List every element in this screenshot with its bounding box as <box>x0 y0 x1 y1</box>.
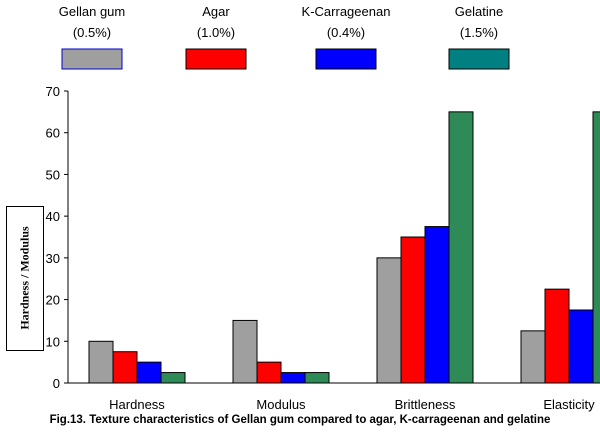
x-tick-label: Hardness <box>109 397 165 412</box>
bar-gellan-gum-hardness <box>88 340 114 384</box>
bar-k-carrageenan-elasticity <box>568 309 594 384</box>
legend-label: Agar <box>202 4 230 19</box>
bar-gellan-gum-brittleness <box>376 257 402 384</box>
legend-label: Gelatine <box>455 4 503 19</box>
y-axis-label: Hardness / Modulus <box>17 226 32 330</box>
bar-agar-modulus <box>256 361 282 384</box>
bar-k-carrageenan-modulus <box>280 372 306 384</box>
bar-gellan-gum-modulus <box>232 319 258 384</box>
bar-gelatine-hardness <box>160 372 186 384</box>
legend: Gellan gum (0.5%) Agar (1.0%) K-Carrageenan (… <box>59 4 510 70</box>
y-tick-label: 10 <box>46 334 60 349</box>
x-tick-label: Modulus <box>256 397 306 412</box>
bar-agar-hardness <box>112 351 138 384</box>
y-tick-label: 20 <box>46 293 60 308</box>
bar-agar-brittleness <box>400 236 426 384</box>
legend-swatch-k-carrageenan <box>315 48 377 70</box>
bar-gellan-gum-elasticity <box>520 330 546 384</box>
legend-swatch-gelatine <box>448 48 510 70</box>
y-axis-label-box: Hardness / Modulus <box>6 206 44 351</box>
x-axis: Hardness Modulus Brittleness Elasticity <box>68 382 595 412</box>
bar-gelatine-elasticity <box>592 111 600 384</box>
y-axis: 0 10 20 30 40 50 60 70 <box>46 84 69 391</box>
legend-swatch-gellan-gum <box>61 48 123 70</box>
bar-gelatine-brittleness <box>448 111 474 384</box>
legend-concentration: (1.0%) <box>197 25 235 40</box>
y-tick-label: 50 <box>46 167 60 182</box>
y-tick-label: 40 <box>46 209 60 224</box>
x-tick-label: Brittleness <box>395 397 456 412</box>
bar-gelatine-modulus <box>304 372 330 384</box>
legend-label: K-Carrageenan <box>302 4 391 19</box>
bar-k-carrageenan-brittleness <box>424 226 450 384</box>
legend-concentration: (0.4%) <box>327 25 365 40</box>
figure-caption: Fig.13. Texture characteristics of Gella… <box>49 414 551 426</box>
legend-concentration: (1.5%) <box>460 25 498 40</box>
legend-concentration: (0.5%) <box>73 25 111 40</box>
x-tick-label: Elasticity <box>543 397 595 412</box>
legend-swatch-agar <box>185 48 247 70</box>
legend-label: Gellan gum <box>59 4 125 19</box>
y-tick-label: 30 <box>46 251 60 266</box>
y-tick-label: 0 <box>53 376 60 391</box>
bar-series <box>88 111 600 384</box>
y-tick-label: 60 <box>46 126 60 141</box>
y-tick-label: 70 <box>46 84 60 99</box>
bar-k-carrageenan-hardness <box>136 361 162 384</box>
bar-agar-elasticity <box>544 288 570 384</box>
